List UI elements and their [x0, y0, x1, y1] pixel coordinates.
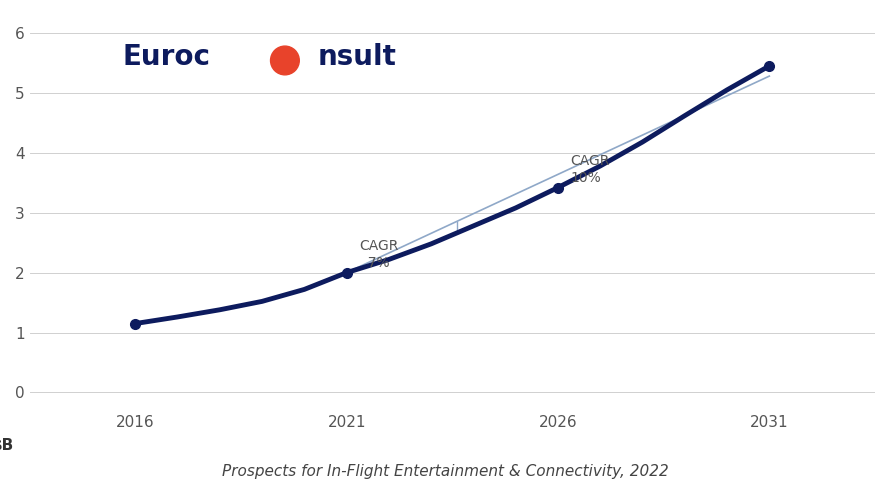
- Point: [551, 183, 565, 191]
- Point: [762, 62, 776, 70]
- Text: Euroc: Euroc: [123, 43, 211, 71]
- Point: [128, 319, 142, 327]
- Text: CAGR
10%: CAGR 10%: [570, 154, 610, 184]
- Text: Prospects for In-Flight Entertainment & Connectivity, 2022: Prospects for In-Flight Entertainment & …: [222, 464, 668, 479]
- Point: [339, 269, 353, 276]
- Ellipse shape: [271, 46, 299, 75]
- Text: $B: $B: [0, 438, 14, 453]
- Text: nsult: nsult: [318, 43, 397, 71]
- Text: CAGR
  7%: CAGR 7%: [360, 240, 399, 270]
